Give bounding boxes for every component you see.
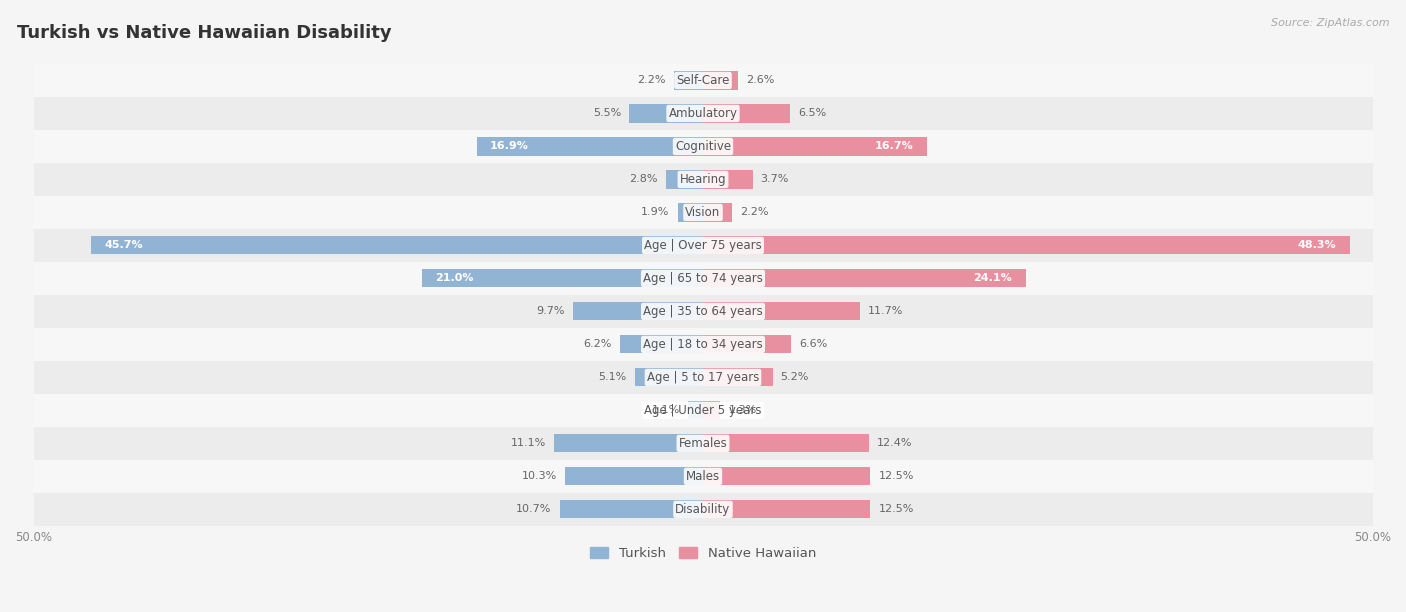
Bar (34, 229, 1372, 262)
Bar (34, 130, 1372, 163)
Text: 16.9%: 16.9% (491, 141, 529, 151)
Bar (34, 394, 1372, 427)
Bar (630, 105, 703, 122)
Bar (665, 170, 703, 188)
Bar (703, 72, 738, 89)
Text: 12.4%: 12.4% (877, 438, 912, 449)
Bar (34, 328, 1372, 361)
Text: 9.7%: 9.7% (537, 307, 565, 316)
Text: Age | Under 5 years: Age | Under 5 years (644, 404, 762, 417)
Text: Age | 5 to 17 years: Age | 5 to 17 years (647, 371, 759, 384)
Bar (673, 72, 703, 89)
Text: 1.1%: 1.1% (652, 405, 681, 416)
Bar (678, 203, 703, 222)
Text: Age | Over 75 years: Age | Over 75 years (644, 239, 762, 252)
Text: 10.3%: 10.3% (522, 471, 557, 482)
Text: 6.2%: 6.2% (583, 340, 612, 349)
Text: 11.1%: 11.1% (512, 438, 547, 449)
Bar (703, 435, 869, 452)
Bar (703, 236, 1350, 255)
Bar (689, 401, 703, 419)
Text: 48.3%: 48.3% (1298, 241, 1336, 250)
Text: 6.5%: 6.5% (799, 108, 827, 119)
Text: 6.6%: 6.6% (800, 340, 828, 349)
Text: Disability: Disability (675, 503, 731, 516)
Text: Age | 35 to 64 years: Age | 35 to 64 years (643, 305, 763, 318)
Text: 5.2%: 5.2% (780, 372, 808, 382)
Bar (554, 435, 703, 452)
Bar (34, 163, 1372, 196)
Bar (34, 262, 1372, 295)
Bar (703, 137, 927, 155)
Bar (34, 427, 1372, 460)
Bar (703, 368, 773, 386)
Text: 1.3%: 1.3% (728, 405, 756, 416)
Text: Males: Males (686, 470, 720, 483)
Bar (703, 401, 720, 419)
Text: Cognitive: Cognitive (675, 140, 731, 153)
Bar (620, 335, 703, 354)
Text: 2.2%: 2.2% (637, 75, 665, 86)
Text: Hearing: Hearing (679, 173, 727, 186)
Text: 12.5%: 12.5% (879, 504, 914, 514)
Text: 24.1%: 24.1% (973, 274, 1012, 283)
Bar (703, 105, 790, 122)
Text: 5.5%: 5.5% (593, 108, 621, 119)
Bar (560, 500, 703, 518)
Text: Females: Females (679, 437, 727, 450)
Text: 1.9%: 1.9% (641, 207, 669, 217)
Text: 21.0%: 21.0% (436, 274, 474, 283)
Text: 45.7%: 45.7% (104, 241, 143, 250)
Text: 10.7%: 10.7% (516, 504, 551, 514)
Bar (34, 196, 1372, 229)
Legend: Turkish, Native Hawaiian: Turkish, Native Hawaiian (585, 542, 821, 565)
Text: 11.7%: 11.7% (868, 307, 903, 316)
Text: 5.1%: 5.1% (599, 372, 627, 382)
Bar (91, 236, 703, 255)
Bar (703, 203, 733, 222)
Bar (422, 269, 703, 288)
Text: 2.2%: 2.2% (741, 207, 769, 217)
Text: Self-Care: Self-Care (676, 74, 730, 87)
Bar (34, 361, 1372, 394)
Bar (34, 493, 1372, 526)
Text: 2.8%: 2.8% (628, 174, 658, 184)
Bar (634, 368, 703, 386)
Bar (34, 460, 1372, 493)
Bar (703, 269, 1026, 288)
Bar (477, 137, 703, 155)
Bar (34, 97, 1372, 130)
Bar (574, 302, 703, 321)
Text: 2.6%: 2.6% (745, 75, 775, 86)
Bar (703, 170, 752, 188)
Text: Age | 65 to 74 years: Age | 65 to 74 years (643, 272, 763, 285)
Text: Age | 18 to 34 years: Age | 18 to 34 years (643, 338, 763, 351)
Text: Vision: Vision (685, 206, 721, 219)
Bar (703, 500, 870, 518)
Text: 16.7%: 16.7% (875, 141, 914, 151)
Bar (565, 468, 703, 485)
Text: Ambulatory: Ambulatory (668, 107, 738, 120)
Bar (703, 302, 859, 321)
Text: Source: ZipAtlas.com: Source: ZipAtlas.com (1271, 18, 1389, 28)
Text: 12.5%: 12.5% (879, 471, 914, 482)
Bar (703, 335, 792, 354)
Bar (34, 295, 1372, 328)
Text: 3.7%: 3.7% (761, 174, 789, 184)
Bar (34, 64, 1372, 97)
Text: Turkish vs Native Hawaiian Disability: Turkish vs Native Hawaiian Disability (17, 24, 391, 42)
Bar (703, 468, 870, 485)
